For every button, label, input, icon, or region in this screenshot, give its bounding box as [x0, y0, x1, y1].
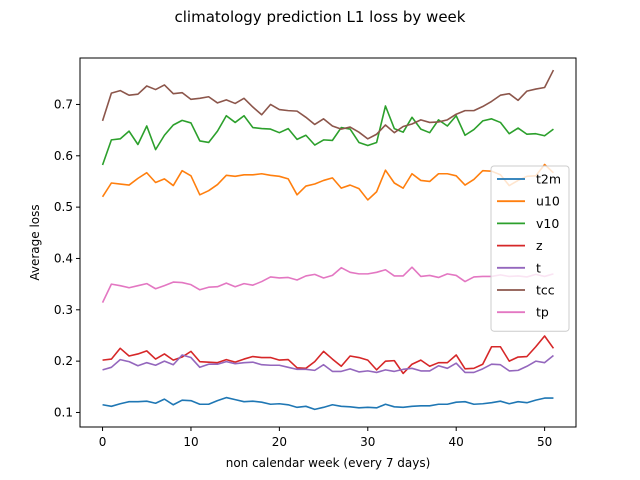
legend-label-tcc: tcc [536, 283, 555, 298]
series-line-tcc [101, 69, 555, 140]
legend-label-tp: tp [536, 305, 549, 320]
y-tick-label: 0.2 [54, 354, 73, 368]
legend-label-z: z [536, 238, 543, 253]
y-tick-label: 0.7 [54, 97, 73, 111]
legend: t2m u10 v10 zt tcc tp [490, 165, 570, 332]
series-line-z [102, 335, 555, 375]
y-tick-label: 0.4 [54, 251, 73, 265]
series-line-u10 [101, 163, 554, 201]
y-tick-label: 0.6 [54, 149, 73, 163]
series-line-v10 [101, 105, 554, 166]
x-tick-label: 30 [360, 435, 375, 449]
plot-frame [79, 57, 577, 428]
y-tick-label: 0.5 [54, 200, 73, 214]
x-axis-label: non calendar week (every 7 days) [226, 456, 431, 470]
x-tick-label: 40 [449, 435, 464, 449]
y-tick-label: 0.3 [54, 303, 73, 317]
series-line-t [102, 354, 554, 374]
chart-title: climatology prediction L1 loss by week [175, 8, 466, 26]
y-axis-label: Average loss [28, 204, 42, 280]
legend-label-u10: u10 [536, 194, 560, 209]
legend-box [490, 165, 570, 332]
legend-label-t2m: t2m [536, 172, 561, 187]
x-tick-label: 0 [99, 435, 107, 449]
series-line-tp [101, 266, 554, 303]
series-line-t2m [102, 396, 554, 411]
legend-label-t: t [536, 260, 541, 275]
x-tick-label: 50 [537, 435, 552, 449]
y-tick-label: 0.1 [54, 405, 73, 419]
x-tick-label: 20 [272, 435, 287, 449]
series-lines [101, 69, 555, 411]
legend-label-v10: v10 [536, 216, 559, 231]
axis-ticks: 0 10 20 30 40 50 0.1 0.2 0.3 0.4 0.5 0.6 0.7 [54, 97, 552, 449]
x-tick-label: 10 [183, 435, 198, 449]
